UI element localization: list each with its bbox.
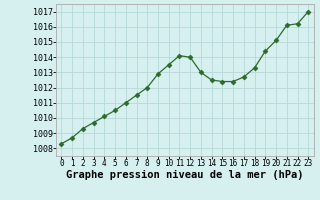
X-axis label: Graphe pression niveau de la mer (hPa): Graphe pression niveau de la mer (hPa) [66,170,304,180]
